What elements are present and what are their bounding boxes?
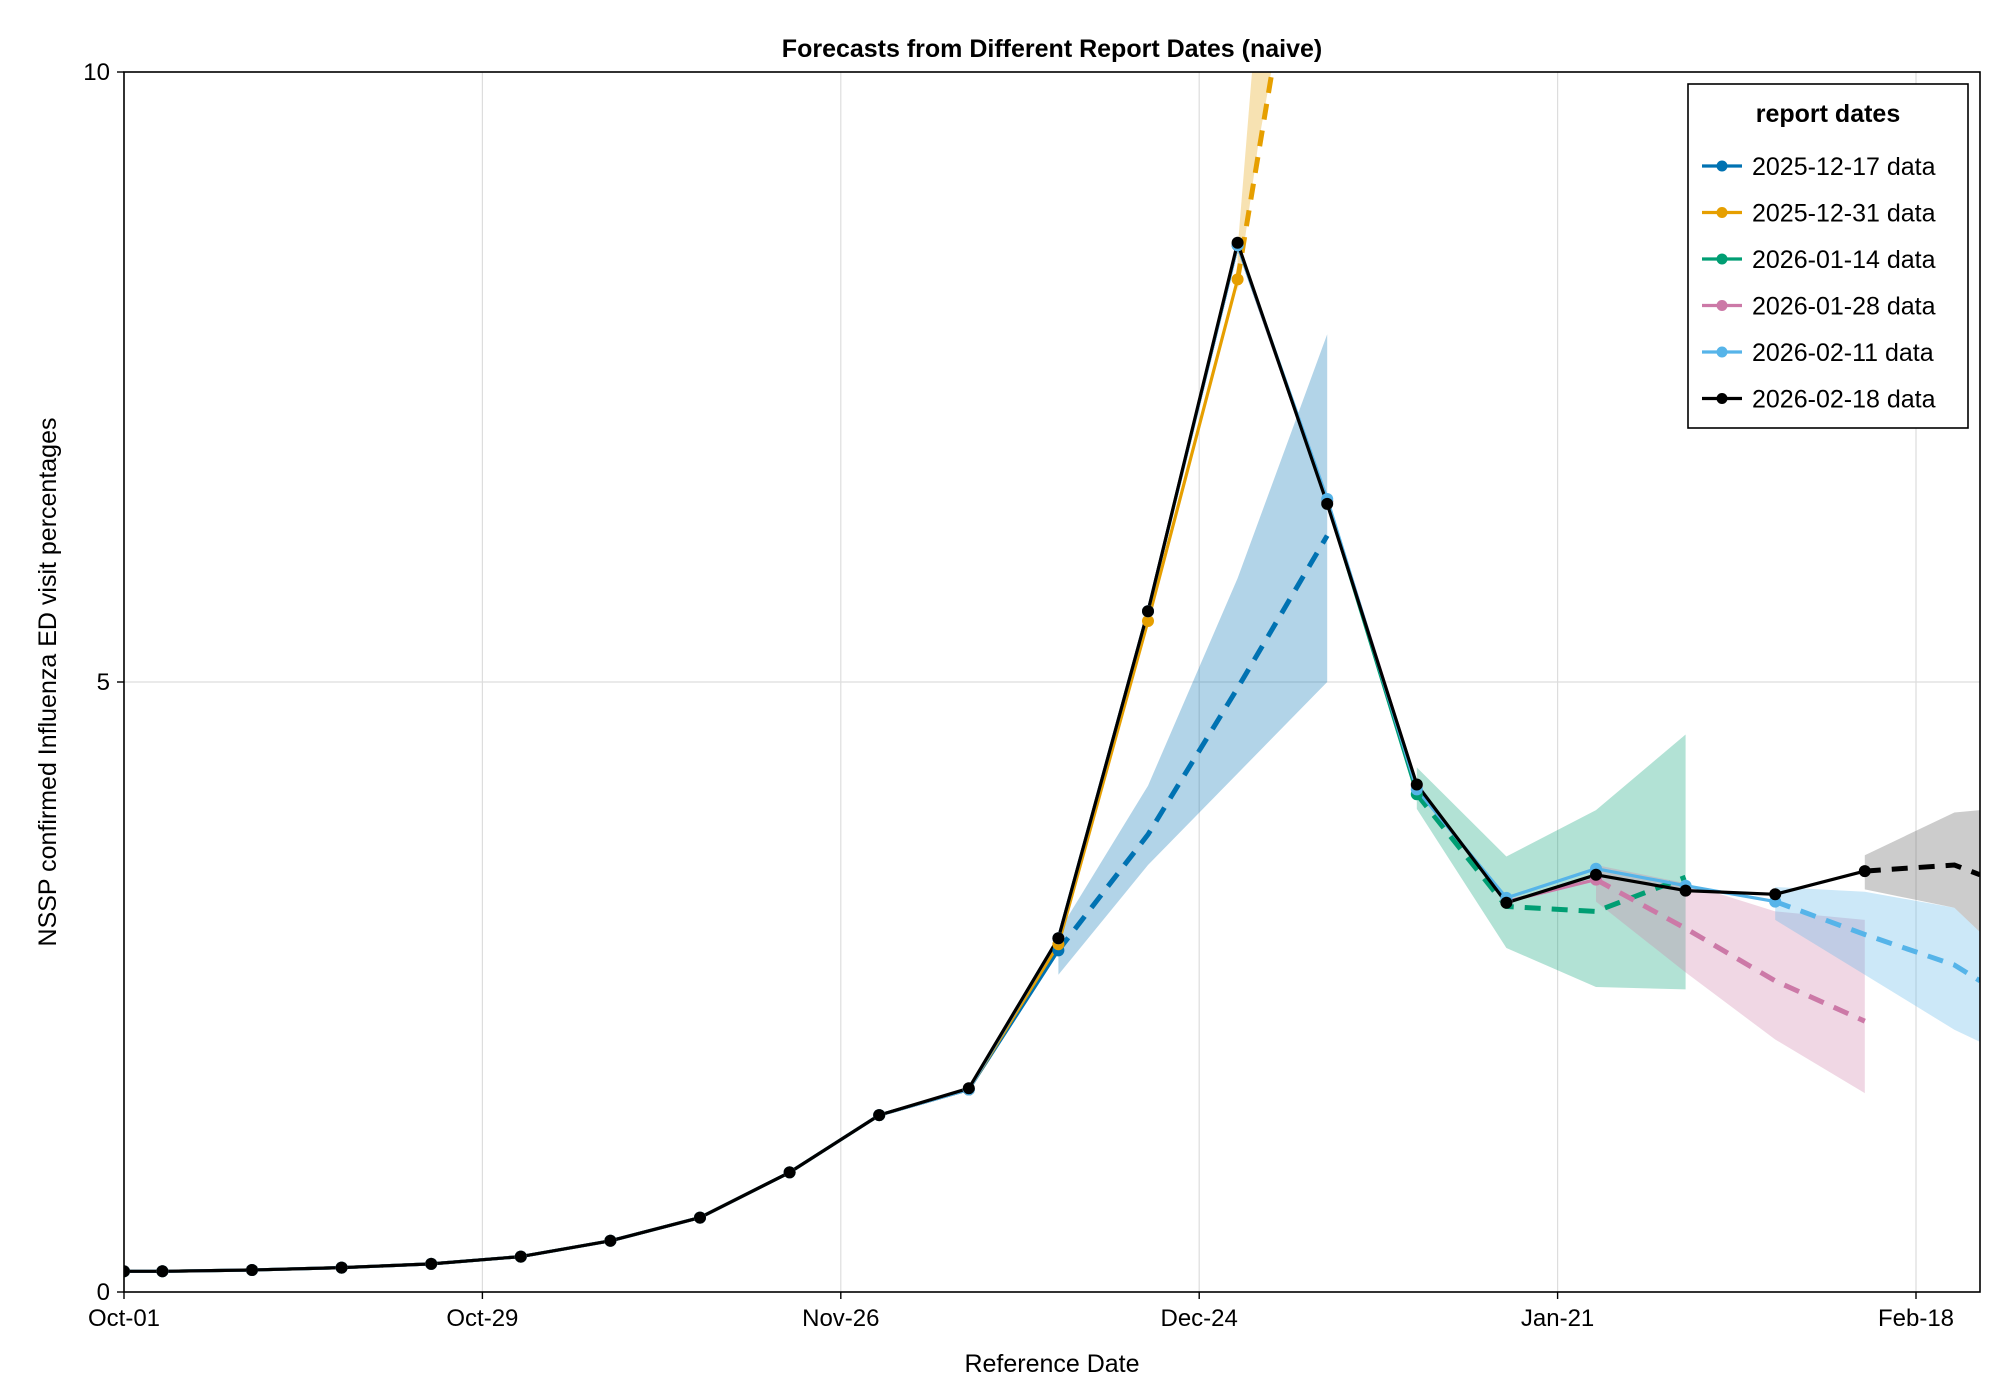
forecast-line	[1774, 899, 1980, 984]
forecast-band	[1237, 72, 1272, 292]
legend-marker	[1716, 207, 1728, 218]
forecast-line	[1235, 72, 1275, 280]
data-point	[335, 1261, 348, 1274]
x-tick-label: Dec-24	[1161, 1305, 1238, 1332]
y-axis: 0 5 10	[83, 59, 124, 1306]
y-tick-label: 5	[97, 669, 110, 696]
data-point	[1500, 896, 1513, 909]
data-point	[1142, 615, 1154, 627]
data-point	[604, 1234, 617, 1247]
legend: report dates 2025-12-17 data 2025-12-31 d…	[1687, 83, 1969, 429]
data-point	[156, 1265, 169, 1278]
legend-marker	[1716, 253, 1728, 265]
data-point	[246, 1264, 258, 1276]
data-point	[873, 1109, 886, 1122]
y-tick-label: 10	[83, 59, 110, 86]
data-point	[1858, 865, 1871, 878]
x-tick-label: Jan-21	[1521, 1305, 1594, 1332]
chart-title: Forecasts from Different Report Dates (n…	[782, 35, 1322, 63]
data-point	[1679, 884, 1692, 897]
legend-label: 2026-02-11 data	[1752, 339, 1934, 367]
x-tick-label: Oct-01	[88, 1305, 160, 1332]
data-point	[1231, 236, 1244, 249]
legend-label: 2025-12-17 data	[1752, 153, 1936, 181]
data-point	[694, 1211, 706, 1224]
uncertainty-bands	[1058, 72, 1980, 1094]
y-axis-label: NSSP confirmed Influenza ED visit percen…	[34, 418, 62, 947]
series-lines	[124, 72, 1980, 1273]
data-point	[1142, 605, 1154, 618]
forecast-line	[1594, 877, 1866, 1024]
legend-marker	[1716, 346, 1728, 358]
legend-label: 2026-01-28 data	[1752, 293, 1936, 321]
x-axis-label: Reference Date	[964, 1350, 1139, 1378]
data-point	[1410, 778, 1423, 791]
forecast-line	[1414, 792, 1687, 914]
legend-box	[1687, 83, 1969, 429]
data-point	[124, 1265, 130, 1278]
legend-label: 2026-01-14 data	[1752, 246, 1936, 274]
legend-marker	[1716, 300, 1728, 311]
forecast-line	[1056, 534, 1330, 952]
y-tick-label: 0	[97, 1279, 110, 1306]
x-tick-label: Oct-29	[446, 1305, 518, 1332]
series-points	[124, 236, 1871, 1278]
data-point	[1590, 868, 1602, 881]
data-point	[1231, 273, 1244, 286]
legend-marker	[1716, 393, 1728, 404]
data-point	[783, 1166, 796, 1179]
forecast-band	[1416, 734, 1686, 990]
forecast-band	[1058, 334, 1328, 975]
legend-label: 2025-12-31 data	[1752, 200, 1936, 228]
x-tick-label: Nov-26	[802, 1305, 879, 1332]
data-point	[1321, 497, 1334, 510]
data-point	[514, 1250, 527, 1263]
forecast-band	[1596, 865, 1865, 1094]
forecast-band	[1775, 887, 1980, 1042]
x-axis: Oct-01 Oct-29 Nov-26 Dec-24 Jan-21 Feb-18	[88, 1292, 1954, 1332]
data-point	[1052, 932, 1065, 945]
forecast-band	[1864, 810, 1980, 933]
data-point	[425, 1257, 438, 1270]
x-tick-label: Feb-18	[1878, 1305, 1954, 1332]
legend-marker	[1716, 160, 1728, 172]
legend-label: 2026-02-18 data	[1752, 386, 1936, 414]
data-point	[1769, 888, 1782, 901]
data-point	[962, 1082, 975, 1095]
forecast-line	[1864, 862, 1980, 878]
legend-title: report dates	[1756, 100, 1900, 128]
